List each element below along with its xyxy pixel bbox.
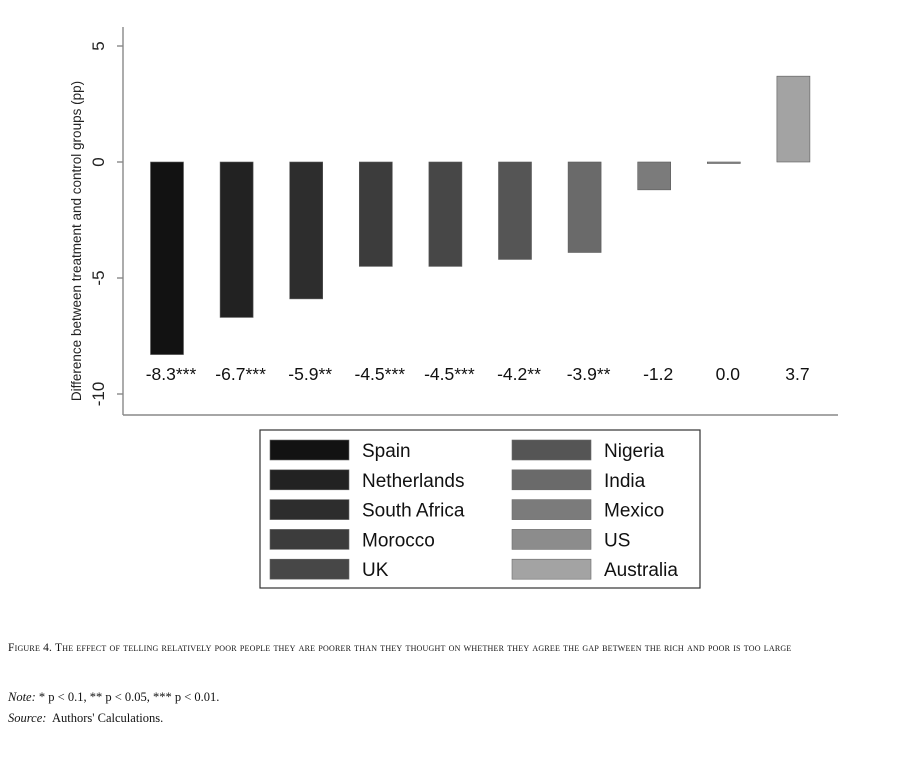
- legend-swatch-south-africa: [269, 499, 350, 520]
- axes: 5 0 -5 -10 Difference between treatment and …: [69, 27, 838, 416]
- legend-swatch-uk: [269, 558, 350, 580]
- legend-label: Netherlands: [362, 471, 464, 492]
- note-label: Note:: [8, 690, 36, 704]
- figure-caption: Figure 4. The effect of telling relative…: [8, 638, 908, 658]
- legend-label: Australia: [604, 560, 678, 581]
- bar-chart: 5 0 -5 -10 Difference between treatment and …: [69, 27, 838, 589]
- data-label: -4.2**: [497, 364, 541, 384]
- legend-label: India: [604, 471, 646, 492]
- legend-swatch-netherlands: [269, 469, 350, 491]
- legend-label: Morocco: [362, 530, 435, 551]
- y-tick-label: -10: [89, 382, 108, 407]
- bars: [150, 75, 811, 355]
- legend: Spain Nigeria Netherlands India South Africa…: [259, 429, 701, 589]
- legend-label: Mexico: [604, 501, 664, 522]
- bar-india: [567, 161, 602, 253]
- legend-label: US: [604, 530, 630, 551]
- bar-morocco: [358, 161, 393, 267]
- data-label: -8.3***: [146, 364, 197, 384]
- legend-swatch-india: [511, 469, 592, 491]
- caption-text: The effect of telling relatively poor pe…: [55, 642, 792, 654]
- note-text: * p < 0.1, ** p < 0.05, *** p < 0.01.: [38, 690, 220, 704]
- legend-swatch-nigeria: [511, 439, 592, 461]
- bar-netherlands: [219, 161, 254, 318]
- y-tick-label: 0: [89, 157, 108, 166]
- data-label: -3.9**: [567, 364, 611, 384]
- data-label: -1.2: [643, 364, 673, 384]
- legend-swatch-australia: [511, 558, 592, 580]
- data-label: -4.5***: [424, 364, 475, 384]
- legend-swatch-mexico: [511, 499, 592, 520]
- bar-spain: [150, 161, 184, 355]
- figure-source: Source: Authors' Calculations.: [8, 711, 908, 726]
- data-labels: -8.3*** -6.7*** -5.9** -4.5*** -4.5*** -4.2**…: [146, 364, 810, 384]
- legend-label: Nigeria: [604, 441, 665, 462]
- chart-figure: 5 0 -5 -10 Difference between treatment and …: [69, 27, 838, 589]
- y-tick-label: -5: [89, 270, 108, 285]
- data-label: -6.7***: [215, 364, 266, 384]
- legend-label: South Africa: [362, 501, 465, 522]
- legend-label: Spain: [362, 441, 411, 462]
- data-label: 0.0: [716, 364, 741, 384]
- bar-australia: [776, 75, 811, 163]
- legend-label: UK: [362, 560, 389, 581]
- legend-swatch-us: [511, 529, 592, 550]
- legend-swatch-spain: [269, 439, 350, 461]
- legend-swatch-morocco: [269, 529, 350, 550]
- bar-uk: [428, 161, 463, 267]
- bar-south-africa: [289, 161, 324, 300]
- y-tick-label: 5: [89, 41, 108, 50]
- data-label: 3.7: [785, 364, 809, 384]
- caption-label: Figure 4.: [8, 642, 53, 654]
- source-label: Source:: [8, 711, 47, 725]
- figure-note: Note: * p < 0.1, ** p < 0.05, *** p < 0.…: [8, 690, 908, 705]
- y-axis-title: Difference between treatment and control…: [69, 81, 84, 401]
- data-label: -4.5***: [355, 364, 406, 384]
- source-text: Authors' Calculations.: [51, 711, 164, 725]
- bar-mexico: [637, 161, 672, 191]
- data-label: -5.9**: [288, 364, 332, 384]
- bar-nigeria: [498, 161, 532, 260]
- bar-us: [706, 161, 741, 164]
